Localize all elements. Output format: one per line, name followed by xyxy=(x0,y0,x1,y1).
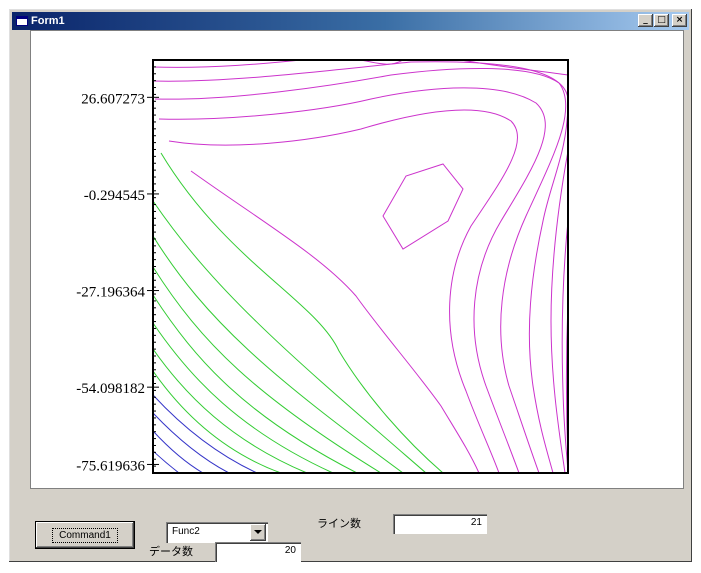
function-select[interactable]: Func2 xyxy=(166,522,268,543)
contour-line-magenta-3 xyxy=(158,87,546,473)
function-select-value: Func2 xyxy=(172,526,200,537)
y-tick-label: -75.619636 xyxy=(76,458,145,474)
contour-line-green-6 xyxy=(153,235,404,473)
contour-line-blue-2 xyxy=(153,430,204,473)
window-title: Form1 xyxy=(31,15,65,27)
y-tick-label: -0.294545 xyxy=(84,188,145,204)
title-bar[interactable]: Form1 _ □ × xyxy=(12,12,689,30)
contour-line-magenta-5 xyxy=(153,61,568,473)
line-count-label: ライン数 xyxy=(317,517,361,530)
form-window: Form1 _ □ × xyxy=(8,8,693,563)
chevron-down-icon[interactable] xyxy=(250,524,266,541)
contour-line-magenta-6 xyxy=(153,60,302,68)
data-count-label: データ数 xyxy=(149,545,193,558)
y-axis-ticks: 26.607273 -0.294545 -27.196364 -54.098182 -7… xyxy=(76,59,159,474)
y-tick-label: -27.196364 xyxy=(76,285,145,301)
contour-chart: 26.607273 -0.294545 -27.196364 -54.098182 -7… xyxy=(76,59,569,474)
contour-line-magenta-loop xyxy=(382,163,464,250)
contour-line-magenta-9 xyxy=(561,220,568,473)
contour-picture-box: 26.607273 -0.294545 -27.196364 -54.098182 -7… xyxy=(30,30,684,489)
data-count-input[interactable]: 20 xyxy=(215,542,301,562)
contour-line-blue-4 xyxy=(153,394,258,473)
command1-button-label: Command1 xyxy=(52,527,118,543)
contour-line-magenta-2 xyxy=(168,109,518,473)
contour-line-green-2 xyxy=(153,348,308,473)
contour-line-magenta-4 xyxy=(154,67,567,473)
y-tick-label: 26.607273 xyxy=(81,91,145,107)
form-icon xyxy=(16,16,28,26)
contour-line-green-4 xyxy=(153,294,358,473)
contour-line-green-5 xyxy=(153,266,382,473)
contour-line-blue-3 xyxy=(153,412,230,473)
contour-line-magenta-1 xyxy=(190,170,480,473)
contour-line-magenta-11 xyxy=(460,60,568,76)
y-tick-label: -54.098182 xyxy=(76,381,145,397)
plot-frame xyxy=(152,59,569,474)
title-buttons: _ □ × xyxy=(637,14,687,27)
maximize-button[interactable]: □ xyxy=(654,14,669,27)
contour-line-magenta-8 xyxy=(550,150,568,473)
contour-lines xyxy=(153,60,568,473)
command1-button[interactable]: Command1 xyxy=(35,521,135,549)
contour-line-green-8 xyxy=(160,152,444,473)
contour-line-blue-1 xyxy=(153,450,180,473)
contour-line-green-7 xyxy=(153,200,427,473)
line-count-input[interactable]: 21 xyxy=(393,514,487,534)
contour-line-green-3 xyxy=(153,322,334,473)
minimize-button[interactable]: _ xyxy=(638,14,653,27)
close-button[interactable]: × xyxy=(672,14,687,27)
contour-line-green-1 xyxy=(153,370,282,473)
